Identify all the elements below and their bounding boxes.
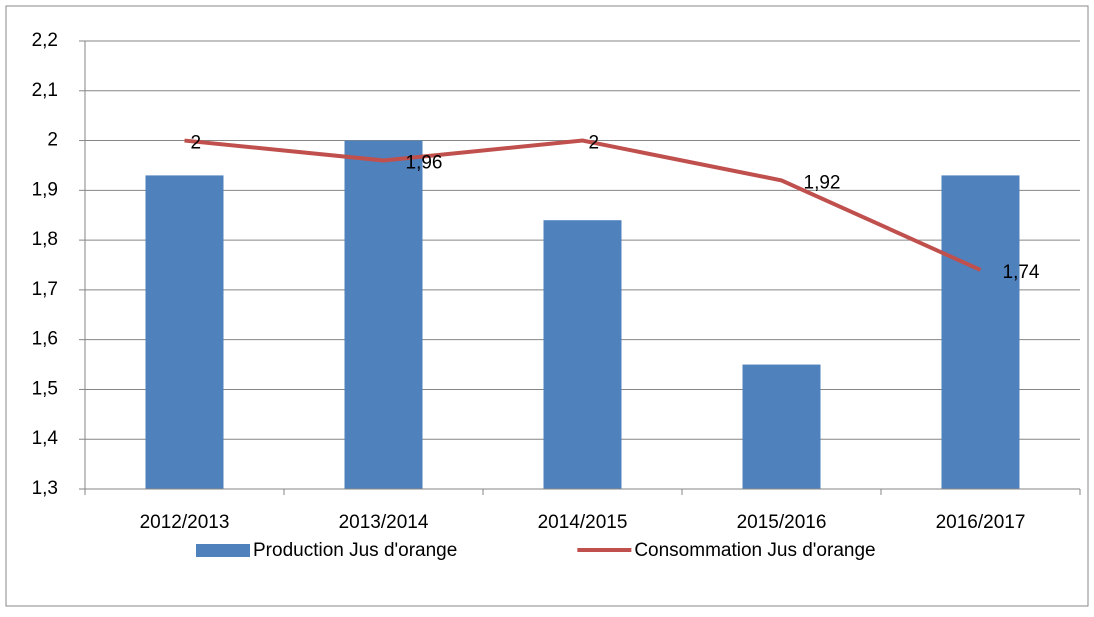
x-tick-label: 2016/2017 <box>936 512 1026 533</box>
legend-label: Consommation Jus d'orange <box>634 540 875 561</box>
bar <box>344 140 423 490</box>
legend-label: Production Jus d'orange <box>253 540 457 561</box>
y-tick-label: 2,1 <box>32 80 58 101</box>
bar <box>742 364 821 489</box>
data-label: 2 <box>191 133 202 154</box>
data-label: 1,96 <box>406 152 443 173</box>
y-tick-label: 1,8 <box>32 229 58 250</box>
y-tick-label: 2,2 <box>32 30 58 51</box>
bar <box>145 175 224 489</box>
y-tick-label: 1,9 <box>32 179 58 200</box>
y-tick-label: 1,5 <box>32 378 58 399</box>
x-tick-label: 2013/2014 <box>339 512 429 533</box>
data-label: 1,92 <box>804 172 841 193</box>
legend-swatch <box>196 544 250 557</box>
x-tick-label: 2015/2016 <box>737 512 827 533</box>
y-tick-label: 1,3 <box>32 478 58 499</box>
y-tick-label: 1,7 <box>32 279 58 300</box>
x-tick-label: 2012/2013 <box>140 512 230 533</box>
y-tick-label: 1,4 <box>32 428 59 449</box>
y-tick-label: 2 <box>47 130 58 151</box>
y-tick-label: 1,6 <box>32 329 58 350</box>
bar <box>543 220 622 489</box>
bar <box>941 175 1020 489</box>
data-label: 2 <box>589 133 600 154</box>
data-label: 1,74 <box>1003 262 1040 283</box>
line <box>184 138 982 272</box>
x-tick-label: 2014/2015 <box>538 512 628 533</box>
